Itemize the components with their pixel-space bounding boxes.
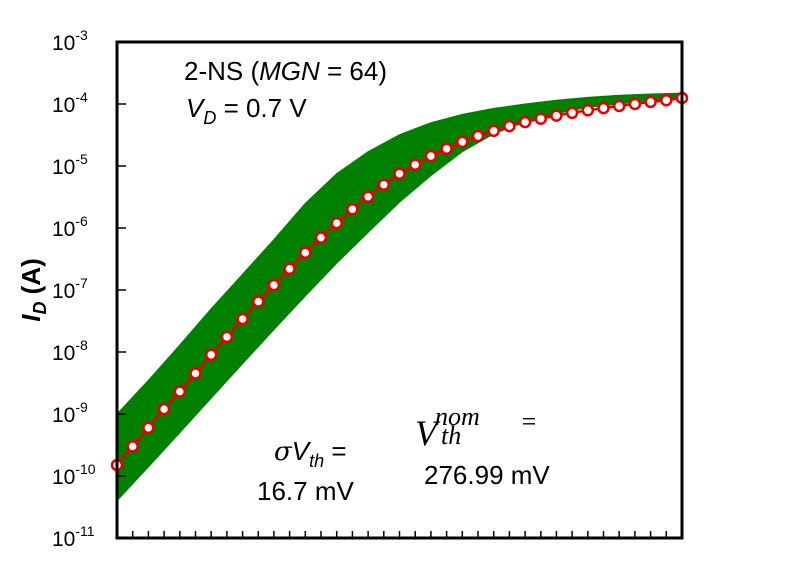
series-point bbox=[660, 93, 673, 107]
series-point bbox=[314, 231, 328, 244]
y-tick-base: 10 bbox=[52, 280, 75, 303]
y-axis-label-unit: (A) bbox=[16, 258, 46, 294]
sigma-vth-rest: = bbox=[324, 436, 346, 466]
series-point bbox=[440, 142, 453, 155]
series-point bbox=[456, 135, 469, 149]
y-tick-base: 10 bbox=[52, 404, 75, 427]
series-point bbox=[236, 312, 249, 326]
series-point bbox=[157, 402, 171, 416]
vth-nom-sub: th bbox=[441, 421, 461, 450]
y-tick-exponent: -5 bbox=[75, 151, 88, 167]
y-tick-base: 10 bbox=[52, 32, 75, 55]
sigma-symbol: σ bbox=[274, 437, 293, 467]
device-annotation-name: MGN bbox=[259, 56, 320, 86]
y-tick-label: 10-6 bbox=[52, 213, 88, 241]
series-point bbox=[283, 262, 296, 276]
y-axis-label-sub: D bbox=[30, 302, 50, 315]
vd-annotation: VD = 0.7 V bbox=[186, 93, 307, 128]
series-point bbox=[581, 104, 595, 117]
series-point bbox=[204, 348, 218, 362]
y-tick-base: 10 bbox=[52, 156, 75, 179]
sigma-vth-annotation: σVth = bbox=[274, 436, 347, 471]
series-point bbox=[220, 330, 234, 344]
series-point bbox=[612, 99, 626, 113]
y-tick-label: 10-10 bbox=[52, 461, 96, 489]
y-tick-label: 10-3 bbox=[52, 27, 88, 55]
series-point bbox=[173, 385, 187, 398]
vth-nom-rest: = bbox=[520, 407, 538, 436]
series-point bbox=[503, 119, 516, 133]
vth-nom-var: V bbox=[415, 413, 441, 453]
series-point bbox=[346, 203, 359, 216]
y-axis-label-space bbox=[16, 294, 46, 301]
series-point bbox=[267, 278, 281, 292]
series-point bbox=[628, 97, 642, 111]
y-tick-base: 10 bbox=[52, 466, 75, 489]
series-point bbox=[534, 112, 548, 125]
vd-annotation-rest: = 0.7 V bbox=[216, 93, 307, 123]
y-tick-label: 10-5 bbox=[52, 151, 88, 179]
series-point bbox=[565, 106, 579, 120]
sigma-vth-value: 16.7 mV bbox=[257, 476, 354, 506]
y-tick-label: 10-8 bbox=[52, 337, 88, 365]
vth-nom-value: 276.99 mV bbox=[424, 460, 550, 490]
series-point bbox=[518, 115, 532, 129]
y-axis-label-main: I bbox=[16, 314, 46, 322]
y-tick-base: 10 bbox=[52, 94, 75, 117]
y-tick-label: 10-4 bbox=[52, 89, 88, 117]
variability-band-layer bbox=[116, 92, 683, 502]
device-annotation: 2-NS (MGN = 64) bbox=[184, 56, 387, 86]
y-tick-label: 10-7 bbox=[52, 275, 88, 303]
series-point bbox=[644, 95, 657, 109]
series-point bbox=[299, 246, 312, 259]
vth-nom-annotation: Vnom bbox=[415, 402, 480, 453]
series-point bbox=[189, 367, 202, 380]
nominal-series-layer bbox=[110, 91, 689, 472]
y-tick-exponent: -3 bbox=[75, 27, 88, 43]
y-tick-exponent: -9 bbox=[75, 399, 88, 415]
series-point bbox=[330, 216, 343, 230]
series-point bbox=[408, 158, 422, 171]
series-point bbox=[142, 421, 155, 435]
y-tick-base: 10 bbox=[52, 528, 75, 551]
y-tick-base: 10 bbox=[52, 218, 75, 241]
series-point bbox=[471, 129, 485, 143]
y-tick-label: 10-11 bbox=[52, 523, 95, 551]
series-point bbox=[252, 295, 265, 308]
device-annotation-suffix: = 64) bbox=[320, 56, 387, 86]
y-tick-base: 10 bbox=[52, 342, 75, 365]
series-point bbox=[393, 167, 406, 180]
y-tick-exponent: -8 bbox=[75, 337, 88, 353]
vd-annotation-var: V bbox=[186, 93, 206, 123]
vd-annotation-sub: D bbox=[203, 108, 216, 128]
sigma-vth-var: V bbox=[292, 436, 312, 466]
series-point bbox=[424, 149, 438, 163]
y-tick-exponent: -7 bbox=[75, 275, 88, 291]
y-tick-exponent: -4 bbox=[75, 89, 88, 105]
series-point bbox=[126, 440, 139, 453]
series-point bbox=[361, 190, 375, 203]
device-annotation-prefix: 2-NS ( bbox=[184, 56, 259, 86]
y-tick-label: 10-9 bbox=[52, 399, 88, 427]
series-point bbox=[487, 124, 500, 138]
y-axis-label: ID (A) bbox=[16, 258, 50, 322]
y-tick-exponent: -6 bbox=[75, 213, 88, 229]
axes bbox=[115, 40, 684, 540]
y-tick-exponent: -11 bbox=[75, 523, 94, 539]
variability-band bbox=[116, 92, 683, 502]
series-point bbox=[597, 101, 610, 115]
series-point bbox=[377, 178, 391, 191]
series-point bbox=[550, 109, 563, 122]
sigma-vth-sub: th bbox=[309, 451, 324, 471]
y-tick-exponent: -10 bbox=[75, 461, 95, 477]
vth-nom-sup: nom bbox=[435, 402, 480, 431]
